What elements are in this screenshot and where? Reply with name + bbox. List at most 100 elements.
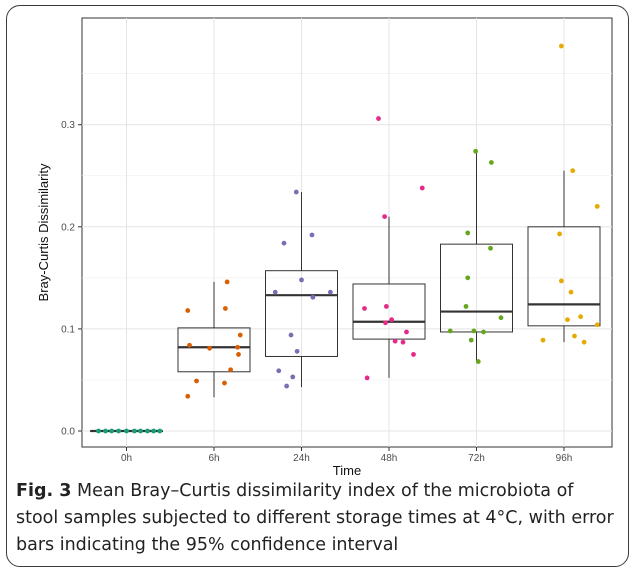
box-96h [527, 170, 601, 343]
data-point [400, 339, 406, 345]
data-point [463, 304, 469, 309]
points-24h [272, 189, 333, 389]
points-72h [447, 148, 504, 364]
data-point [222, 380, 227, 386]
data-point [540, 337, 546, 343]
data-point [364, 375, 370, 381]
points-48h [362, 116, 425, 381]
data-point [228, 367, 234, 373]
data-point [558, 43, 564, 49]
data-point [96, 428, 101, 434]
figure-caption: Fig. 3 Mean Bray–Curtis dissimilarity in… [16, 478, 616, 559]
data-point [185, 393, 191, 399]
x-tick-label: 48h [381, 453, 398, 464]
data-point [284, 383, 290, 389]
data-point [157, 428, 163, 434]
data-point [124, 428, 129, 434]
data-point [236, 352, 241, 357]
data-point [187, 342, 192, 348]
data-point [151, 428, 157, 434]
data-point [411, 352, 416, 357]
y-axis-title: Bray-Curtis Dissimilarity [36, 163, 51, 301]
x-tick-label: 24h [293, 453, 310, 464]
data-point [594, 203, 600, 209]
box-iqr [440, 243, 513, 333]
box-iqr [352, 283, 426, 340]
data-point [581, 339, 587, 345]
data-point [145, 428, 150, 434]
data-point [382, 214, 388, 219]
data-point [475, 359, 481, 364]
data-point [578, 314, 584, 320]
data-point [376, 116, 381, 121]
data-point [109, 428, 115, 434]
data-point [272, 289, 278, 295]
data-point [276, 368, 282, 374]
data-point [473, 148, 479, 154]
x-tick-label: 72h [468, 453, 485, 464]
box-iqr [177, 327, 251, 373]
data-point [281, 240, 287, 246]
data-point [224, 279, 230, 285]
box-plot-chart: 0.0 0.1 0.2 0.3 0h 6h 24h 48h 72h 96h Time Bray-Cur… [36, 17, 613, 478]
y-tick-label: 0.3 [61, 120, 75, 131]
data-point [383, 320, 388, 326]
data-point [207, 345, 213, 351]
data-point [222, 306, 228, 311]
data-point [568, 289, 574, 295]
data-point [465, 275, 471, 281]
data-point [558, 278, 564, 284]
data-point [488, 160, 494, 165]
data-point [465, 230, 471, 236]
data-point [570, 168, 576, 174]
points-0h [96, 428, 163, 434]
data-point [389, 317, 395, 323]
data-point [185, 308, 191, 313]
figure-caption-text: Mean Bray–Curtis dissimilarity index of … [16, 481, 614, 555]
data-point [362, 306, 367, 311]
data-point [290, 374, 296, 380]
data-point [237, 332, 243, 338]
x-tick-label: 96h [556, 453, 573, 464]
data-point [498, 315, 504, 321]
y-tick-label: 0.2 [61, 222, 75, 233]
data-point [471, 328, 477, 334]
grid-lines [82, 18, 612, 447]
x-axis-title: Time [333, 463, 361, 478]
data-point [447, 328, 453, 334]
points-6h [185, 279, 243, 399]
data-point [419, 185, 425, 191]
box-iqr [265, 270, 338, 357]
points-96h [540, 43, 600, 345]
x-tick-label: 0h [121, 453, 132, 464]
box-72h [440, 151, 513, 362]
data-point [293, 189, 299, 195]
data-point [299, 277, 304, 283]
data-point [116, 428, 122, 434]
box-24h [265, 192, 338, 388]
box-48h [352, 216, 426, 378]
data-point [383, 304, 389, 309]
y-tick-label: 0.1 [61, 324, 75, 335]
plot-panel [81, 17, 613, 448]
y-tick-label: 0.0 [61, 427, 75, 438]
data-point [138, 428, 143, 434]
data-point [310, 294, 316, 300]
figure-label: Fig. 3 [16, 481, 72, 501]
data-point [288, 332, 294, 338]
data-point [404, 329, 409, 335]
data-point [572, 333, 577, 339]
data-point [194, 378, 199, 384]
data-point [309, 232, 315, 238]
data-point [294, 348, 300, 354]
data-point [392, 338, 398, 344]
data-point [488, 245, 493, 251]
x-tick-label: 6h [208, 453, 219, 464]
data-point [103, 428, 108, 434]
data-point [481, 329, 486, 335]
data-point [594, 322, 600, 328]
data-point [235, 344, 241, 350]
data-point [557, 231, 563, 237]
data-point [565, 317, 570, 323]
data-point [327, 289, 333, 295]
